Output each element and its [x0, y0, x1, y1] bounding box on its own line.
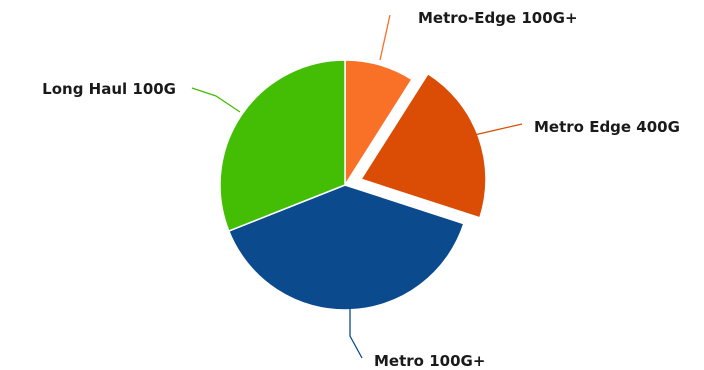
slice-labels: Metro-Edge 100G+ Metro Edge 400G Metro 100… [42, 9, 680, 370]
leader-lines [191, 14, 523, 359]
pie-slice-metro-edge-400g[interactable] [359, 72, 487, 219]
pie-slices [219, 59, 487, 311]
leader-line-metro-edge-100g [379, 14, 391, 61]
slice-label-metro-edge-400g: Metro Edge 400G [534, 118, 680, 136]
pie-slice-metro-100g[interactable] [227, 184, 465, 311]
leader-line-metro-100g [349, 305, 363, 359]
leader-line-metro-edge-400g [469, 123, 523, 137]
leader-line-long-haul-100g [191, 87, 241, 113]
slice-label-metro-edge-100g: Metro-Edge 100G+ [418, 9, 578, 27]
slice-label-metro-100g: Metro 100G+ [374, 352, 485, 370]
slice-label-long-haul-100g: Long Haul 100G [42, 80, 176, 98]
pie-slice-long-haul-100g[interactable] [219, 59, 346, 232]
